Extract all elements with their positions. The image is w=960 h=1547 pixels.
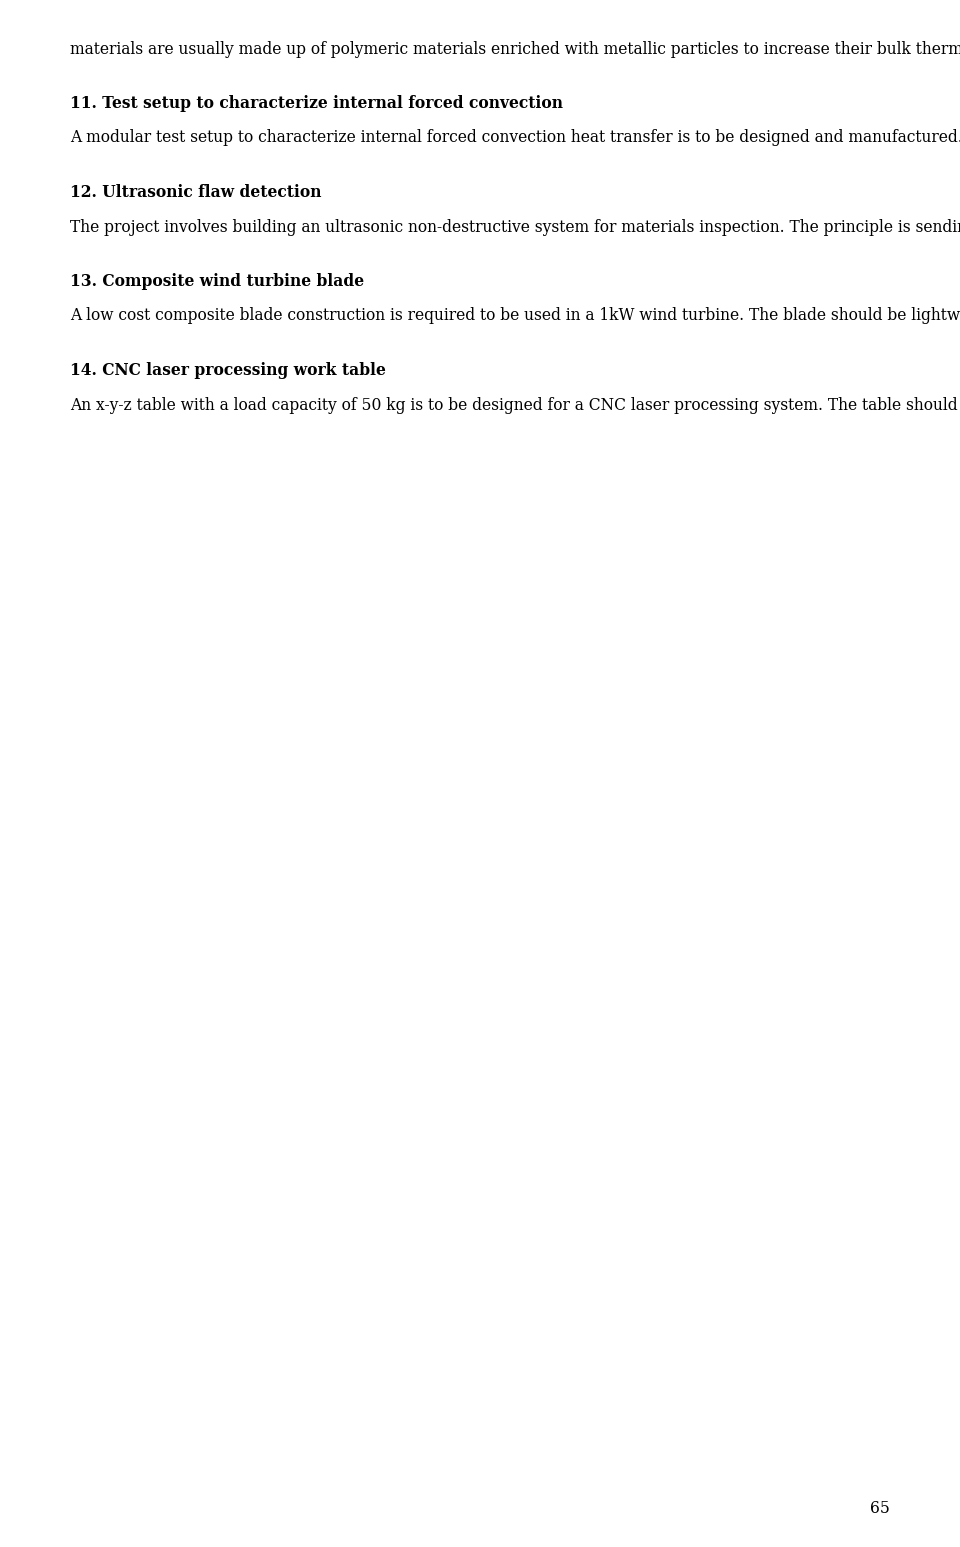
Text: An x-y-z table with a load capacity of 50 kg is to be designed for a CNC laser p: An x-y-z table with a load capacity of 5…: [70, 396, 960, 413]
Text: A modular test setup to characterize internal forced convection heat transfer is: A modular test setup to characterize int…: [70, 130, 960, 147]
Text: 11. Test setup to characterize internal forced convection: 11. Test setup to characterize internal …: [70, 94, 564, 111]
Text: A low cost composite blade construction is required to be used in a 1kW wind tur: A low cost composite blade construction …: [70, 308, 960, 325]
Text: 65: 65: [870, 1501, 890, 1518]
Text: 14. CNC laser processing work table: 14. CNC laser processing work table: [70, 362, 386, 379]
Text: materials are usually made up of polymeric materials enriched with metallic part: materials are usually made up of polymer…: [70, 40, 960, 57]
Text: 13. Composite wind turbine blade: 13. Composite wind turbine blade: [70, 272, 364, 289]
Text: 12. Ultrasonic flaw detection: 12. Ultrasonic flaw detection: [70, 184, 322, 201]
Text: The project involves building an ultrasonic non-destructive system for materials: The project involves building an ultraso…: [70, 218, 960, 235]
